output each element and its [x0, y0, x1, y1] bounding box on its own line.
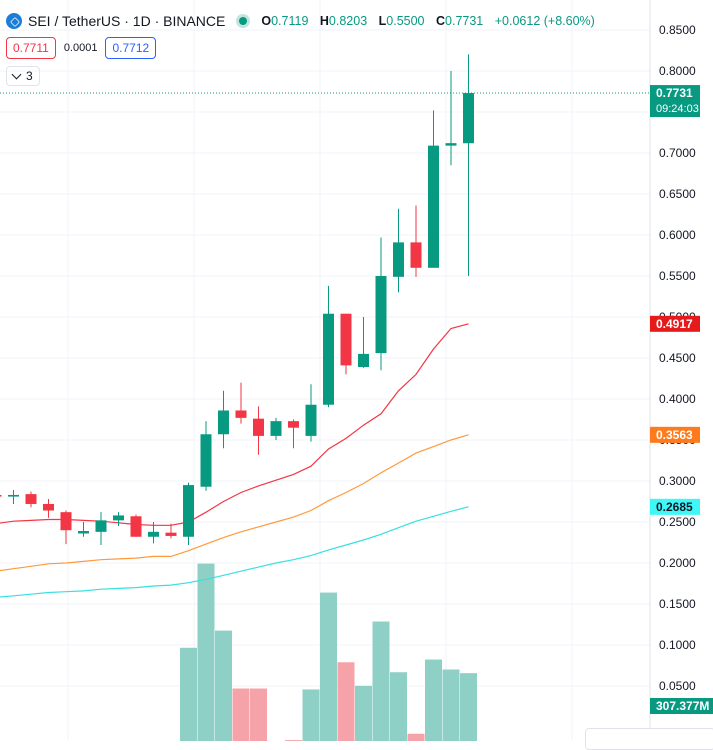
market-status-icon	[239, 17, 248, 25]
candle-body	[218, 410, 229, 435]
countdown-label: 09:24:03	[656, 103, 699, 115]
candle-body	[200, 434, 212, 487]
moving-averages	[0, 323, 469, 598]
volume-bar	[250, 688, 267, 741]
candle-body	[445, 143, 457, 146]
chevron-down-icon	[11, 69, 22, 79]
price-tick-label: 0.3000	[659, 474, 696, 488]
candles	[0, 54, 474, 545]
candle-body	[183, 485, 194, 537]
volume-bar	[407, 733, 425, 741]
volume-bar	[425, 659, 442, 741]
price-tick-label: 0.2500	[659, 515, 696, 529]
price-tick-label: 0.7000	[659, 146, 696, 160]
price-tick-label: 0.6500	[659, 187, 696, 201]
volume-bar	[355, 685, 372, 741]
candle-body	[235, 410, 247, 418]
volume-bar	[390, 672, 407, 741]
candle-body	[95, 520, 107, 532]
candle-body	[78, 531, 89, 534]
volume-bars	[180, 563, 477, 741]
price-tick-label: 0.4000	[659, 392, 696, 406]
price-axis: 0.85000.80000.75000.70000.65000.60000.55…	[659, 23, 696, 693]
candle-body	[323, 313, 334, 405]
ma-fast-line	[0, 323, 469, 526]
volume-bar	[215, 630, 232, 741]
symbol-header: SEI / TetherUS · 1D · BINANCE O0.7119 H0…	[6, 11, 599, 31]
candle-body	[375, 276, 387, 354]
candle-body	[60, 512, 72, 531]
candle-body	[25, 494, 37, 504]
volume-tag: 307.377M	[656, 699, 709, 713]
buy-price-button[interactable]: 0.7712	[105, 37, 157, 59]
candle-body	[113, 515, 124, 521]
volume-tag-bg	[650, 698, 713, 714]
sei-logo-icon	[6, 13, 22, 29]
price-tick-label: 0.1500	[659, 597, 696, 611]
candle-body	[463, 93, 474, 144]
ma-slow-line	[0, 506, 469, 598]
price-tick-label: 0.5500	[659, 269, 696, 283]
chart-corner-widget[interactable]	[585, 728, 713, 750]
volume-bar	[442, 669, 460, 741]
price-tick-label: 0.0500	[659, 679, 696, 693]
ma-slow-tag-bg	[650, 498, 700, 515]
candle-body	[358, 353, 369, 368]
candle-body	[288, 421, 299, 428]
volume-bar	[460, 673, 477, 741]
candle-body	[43, 503, 54, 511]
indicators-toggle[interactable]: 3	[6, 66, 40, 86]
candle-body	[270, 421, 282, 436]
price-tick-label: 0.8500	[659, 23, 696, 37]
candle-body	[340, 313, 352, 366]
price-tick-label: 0.2000	[659, 556, 696, 570]
spread-value: 0.0001	[63, 42, 98, 54]
candle-body	[253, 418, 264, 436]
volume-bar	[180, 647, 197, 741]
symbol-title[interactable]: SEI / TetherUS · 1D · BINANCE	[28, 13, 226, 29]
volume-bar	[197, 563, 215, 741]
candle-body	[305, 404, 317, 436]
ma-mid-tag-bg	[650, 426, 700, 443]
ma-slow-tag: 0.2685	[656, 500, 693, 514]
last-price-tag-bg	[650, 85, 700, 118]
change-value: +0.0612 (+8.60%)	[494, 14, 595, 28]
sell-price-button[interactable]: 0.7711	[6, 37, 56, 59]
price-tick-label: 0.6000	[659, 228, 696, 242]
candle-body	[410, 242, 422, 268]
volume-bar	[302, 689, 320, 741]
price-tick-label: 0.8000	[659, 64, 696, 78]
candle-body	[130, 516, 142, 537]
ma-fast-tag: 0.4917	[656, 317, 693, 331]
price-tick-label: 0.4500	[659, 351, 696, 365]
ma-mid-line	[0, 434, 469, 572]
price-tick-label: 0.1000	[659, 638, 696, 652]
indicator-count: 3	[26, 69, 33, 83]
bid-ask-panel: 0.7711 0.0001 0.7712	[6, 37, 157, 59]
price-tags: 0.7731 09:24:03 0.4917 0.3563 0.2685 307.377M	[0, 85, 713, 714]
ma-mid-tag: 0.3563	[656, 428, 693, 442]
volume-bar	[320, 592, 337, 741]
last-price-tag: 0.7731	[656, 86, 693, 100]
chart-grid	[0, 0, 651, 741]
candle-body	[428, 145, 439, 268]
candle-body	[0, 494, 2, 497]
candle-body	[165, 532, 177, 536]
volume-bar	[232, 688, 250, 741]
candle-body	[148, 531, 159, 537]
ohlc-values: O0.7119 H0.8203 L0.5500 C0.7731 +0.0612 …	[261, 14, 595, 28]
volume-bar	[372, 621, 390, 741]
ma-fast-tag-bg	[650, 315, 700, 332]
candle-body	[393, 242, 404, 277]
volume-bar	[337, 662, 355, 741]
candle-body	[8, 494, 19, 497]
